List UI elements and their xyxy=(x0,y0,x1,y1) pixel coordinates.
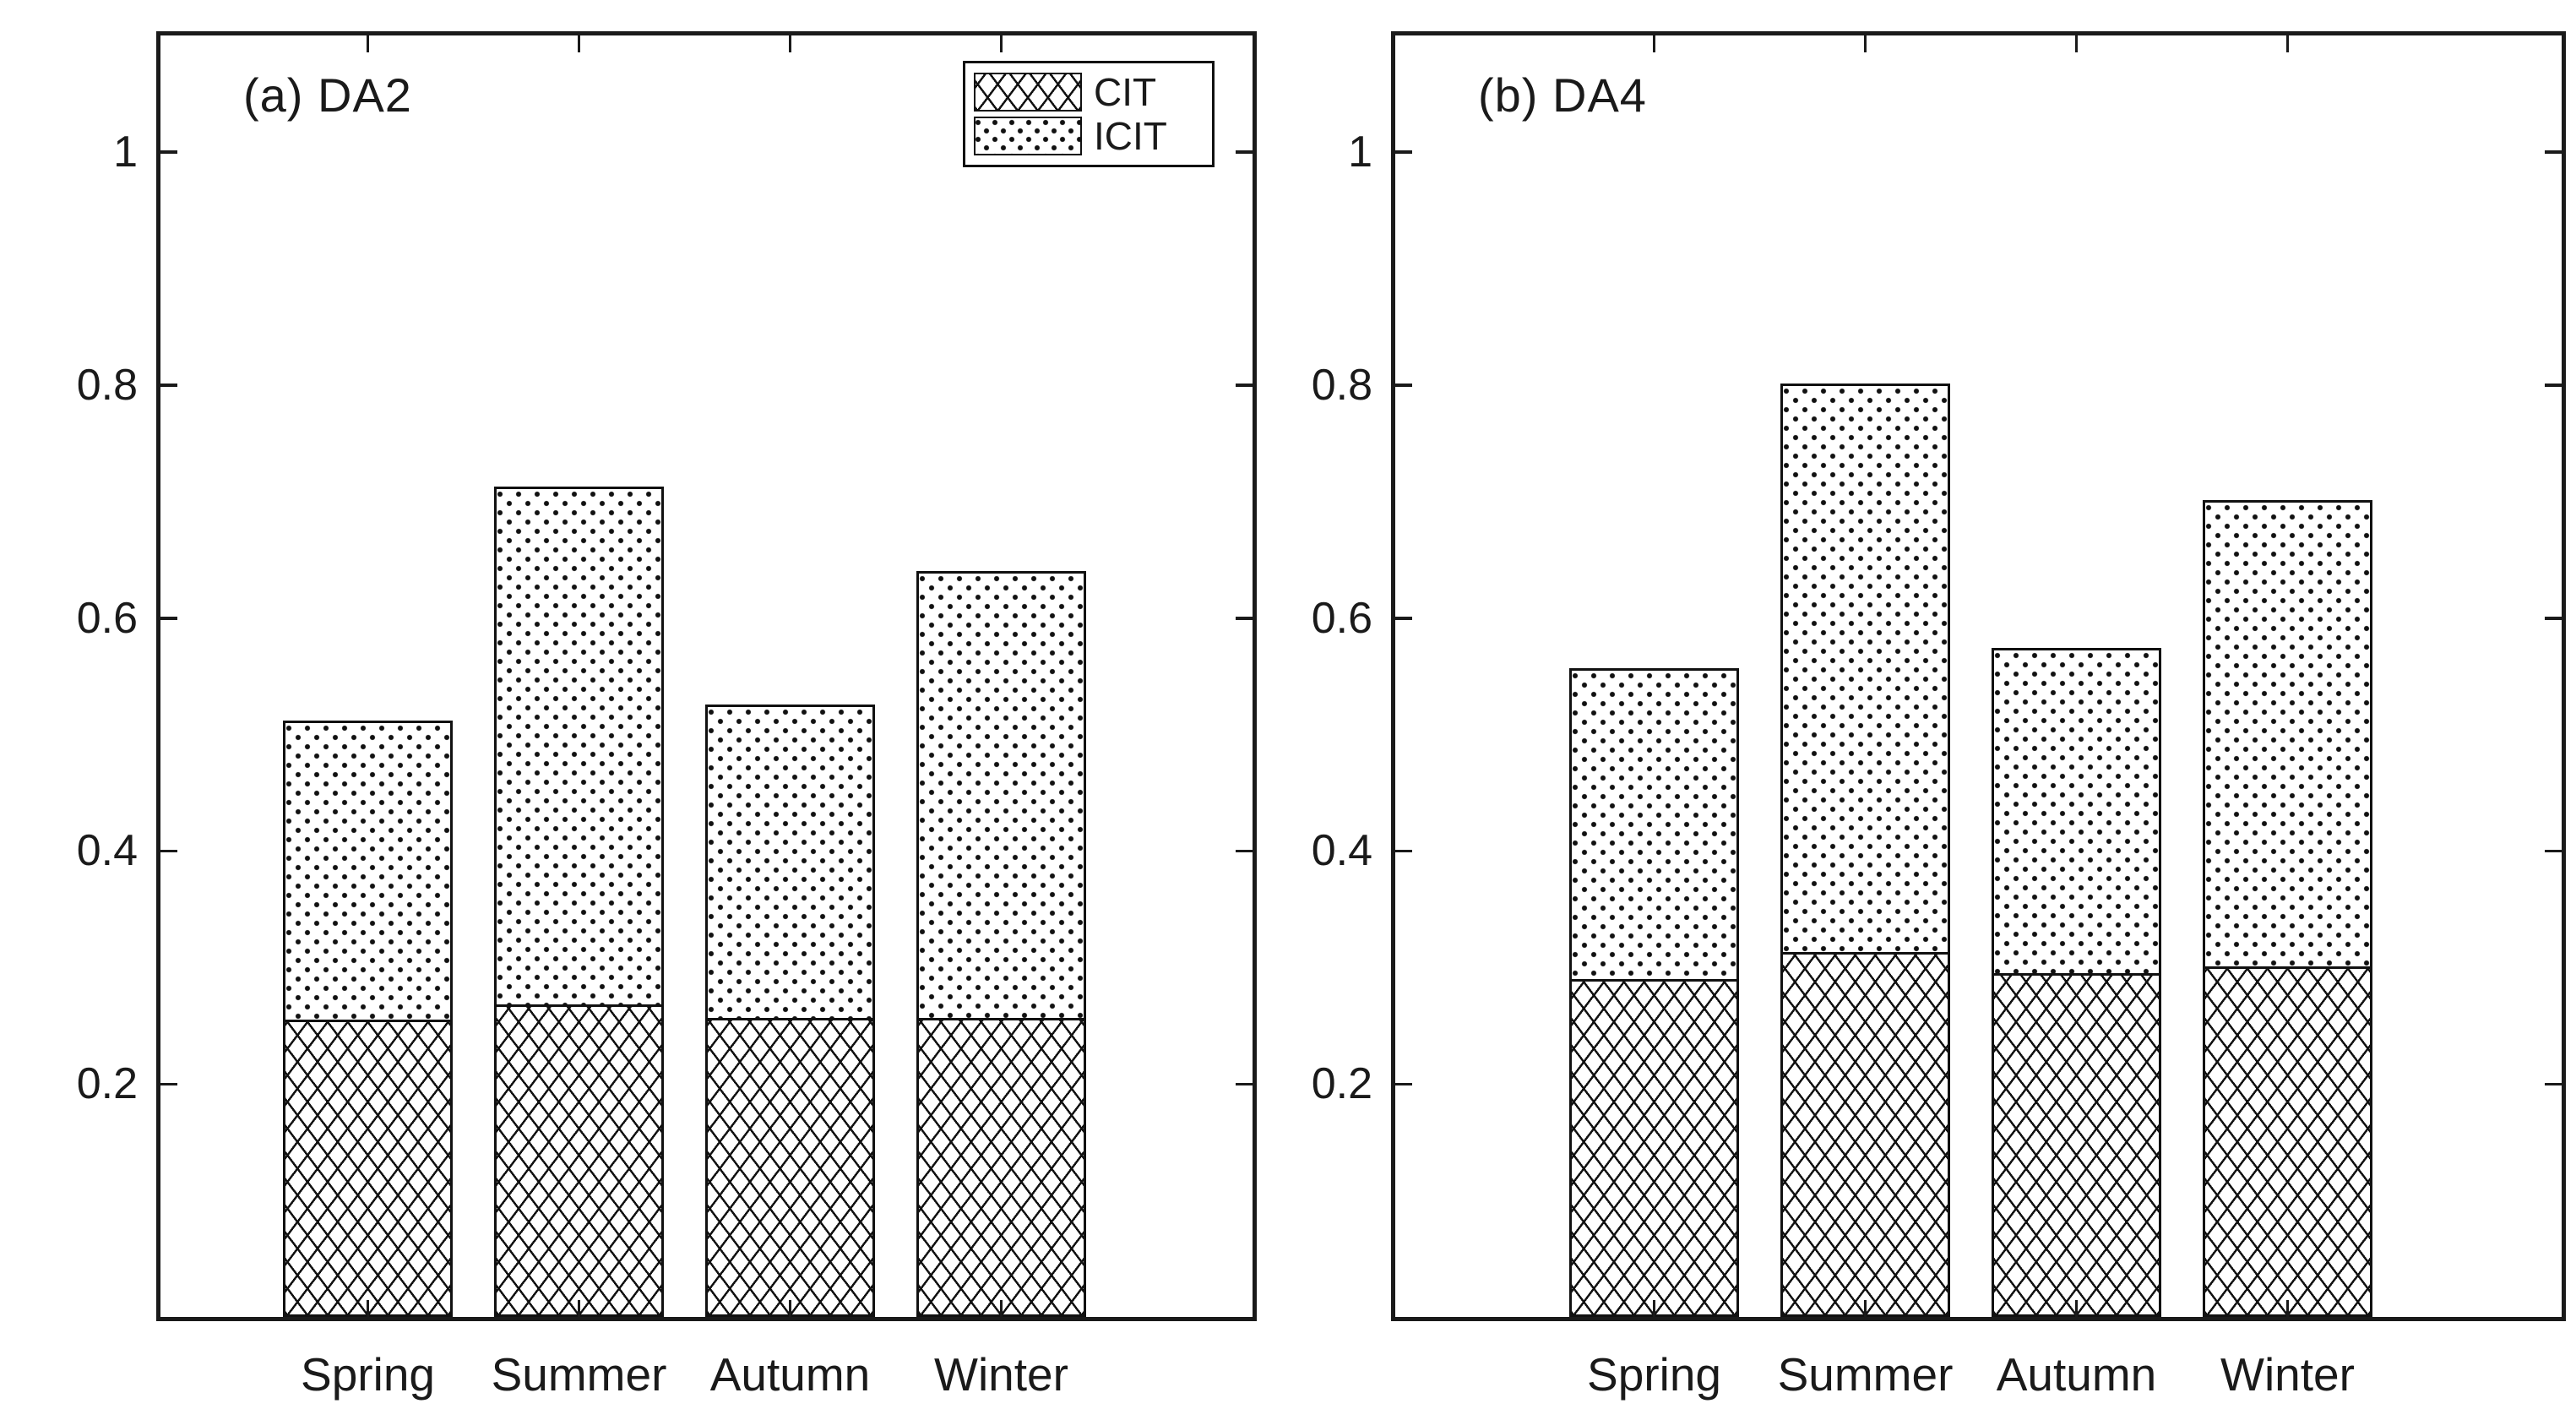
xtick-bottom xyxy=(577,1300,581,1317)
ytick-right xyxy=(2545,617,2562,620)
ytick-label: 0.4 xyxy=(1311,826,1372,876)
xtick-label-winter: Winter xyxy=(2220,1348,2355,1401)
ytick-left xyxy=(1395,150,1412,154)
bar-segment-cit xyxy=(705,1017,875,1317)
xtick-top xyxy=(788,35,792,52)
ytick-left xyxy=(160,849,177,853)
bar-segment-icit xyxy=(1569,667,1739,982)
ytick-label: 0.8 xyxy=(1311,360,1372,410)
bar-segment-icit xyxy=(705,704,875,1020)
legend-box: CIT ICIT xyxy=(963,61,1215,167)
legend-entry-icit: ICIT xyxy=(965,114,1212,159)
ytick-right xyxy=(1236,1082,1253,1086)
xtick-bottom xyxy=(2074,1300,2079,1317)
bar-segment-cit xyxy=(916,1017,1086,1317)
ytick-left xyxy=(1395,617,1412,620)
bar-segment-cit xyxy=(1569,979,1739,1317)
ytick-label: 0.6 xyxy=(76,593,138,643)
stacked-bar-autumn xyxy=(705,704,875,1317)
ytick-left xyxy=(1395,1082,1412,1086)
panel-a-da2: (a) DA2 0.2 0.4 0.6 0.8 1 Spring Summer Autumn W… xyxy=(77,31,1257,1401)
xtick-top xyxy=(1652,35,1656,52)
xtick-label-autumn: Autumn xyxy=(709,1348,871,1401)
bar-segment-icit xyxy=(1780,384,1950,955)
ytick-label: 0.8 xyxy=(76,360,138,410)
legend-swatch-dots xyxy=(974,117,1082,156)
stacked-bar-autumn xyxy=(1992,648,2161,1317)
xtick-label-summer: Summer xyxy=(1777,1348,1954,1401)
ytick-label: 1 xyxy=(1348,127,1372,177)
panel-a-label: (a) DA2 xyxy=(243,68,412,122)
xtick-bottom xyxy=(366,1300,370,1317)
stacked-bar-summer xyxy=(1780,384,1950,1317)
panel-b-label: (b) DA4 xyxy=(1478,68,1647,122)
bar-segment-icit xyxy=(2203,500,2372,969)
bar-segment-icit xyxy=(494,486,664,1008)
panel-b-da4: (b) DA4 0.2 0.4 0.6 0.8 1 Spring Summer Autumn W… xyxy=(1312,31,2566,1401)
ytick-left xyxy=(160,1082,177,1086)
legend-entry-cit: CIT xyxy=(965,69,1212,114)
stacked-bar-winter xyxy=(2203,500,2372,1317)
ytick-right xyxy=(2545,1082,2562,1086)
ytick-label: 1 xyxy=(113,127,138,177)
ytick-left xyxy=(160,384,177,387)
ytick-right xyxy=(2545,849,2562,853)
xtick-label-summer: Summer xyxy=(491,1348,667,1401)
xtick-top xyxy=(1863,35,1867,52)
bar-segment-cit xyxy=(494,1004,664,1317)
ytick-left xyxy=(160,617,177,620)
ytick-right xyxy=(1236,849,1253,853)
ytick-right xyxy=(1236,150,1253,154)
bar-segment-icit xyxy=(916,571,1086,1020)
legend-label-icit: ICIT xyxy=(1094,114,1167,159)
xtick-label-autumn: Autumn xyxy=(1996,1348,2157,1401)
xtick-bottom xyxy=(1863,1300,1867,1317)
xtick-bottom xyxy=(1652,1300,1656,1317)
xtick-label-spring: Spring xyxy=(1587,1348,1721,1401)
ytick-left xyxy=(160,150,177,154)
xtick-top xyxy=(366,35,370,52)
stacked-bar-spring xyxy=(283,720,453,1317)
ytick-label: 0.6 xyxy=(1311,593,1372,643)
xtick-bottom xyxy=(2285,1300,2290,1317)
xtick-top xyxy=(999,35,1003,52)
stacked-bar-summer xyxy=(494,486,664,1317)
xtick-top xyxy=(577,35,581,52)
xtick-bottom xyxy=(999,1300,1003,1317)
bar-segment-cit xyxy=(2203,966,2372,1317)
ytick-right xyxy=(2545,150,2562,154)
stacked-bar-winter xyxy=(916,571,1086,1317)
xtick-label-winter: Winter xyxy=(934,1348,1068,1401)
ytick-right xyxy=(1236,617,1253,620)
ytick-label: 0.4 xyxy=(76,826,138,876)
ytick-left xyxy=(1395,849,1412,853)
bar-segment-cit xyxy=(1992,973,2161,1317)
bar-segment-icit xyxy=(283,720,453,1023)
ytick-left xyxy=(1395,384,1412,387)
ytick-label: 0.2 xyxy=(76,1059,138,1109)
bar-segment-cit xyxy=(283,1020,453,1317)
stacked-bar-spring xyxy=(1569,667,1739,1317)
legend-label-cit: CIT xyxy=(1094,69,1157,114)
ytick-right xyxy=(2545,384,2562,387)
xtick-bottom xyxy=(788,1300,792,1317)
ytick-right xyxy=(1236,384,1253,387)
xtick-top xyxy=(2074,35,2079,52)
xtick-top xyxy=(2285,35,2290,52)
bar-segment-icit xyxy=(1992,648,2161,977)
legend-swatch-crosshatch xyxy=(974,72,1082,112)
ytick-label: 0.2 xyxy=(1311,1059,1372,1109)
xtick-label-spring: Spring xyxy=(301,1348,435,1401)
bar-segment-cit xyxy=(1780,952,1950,1317)
